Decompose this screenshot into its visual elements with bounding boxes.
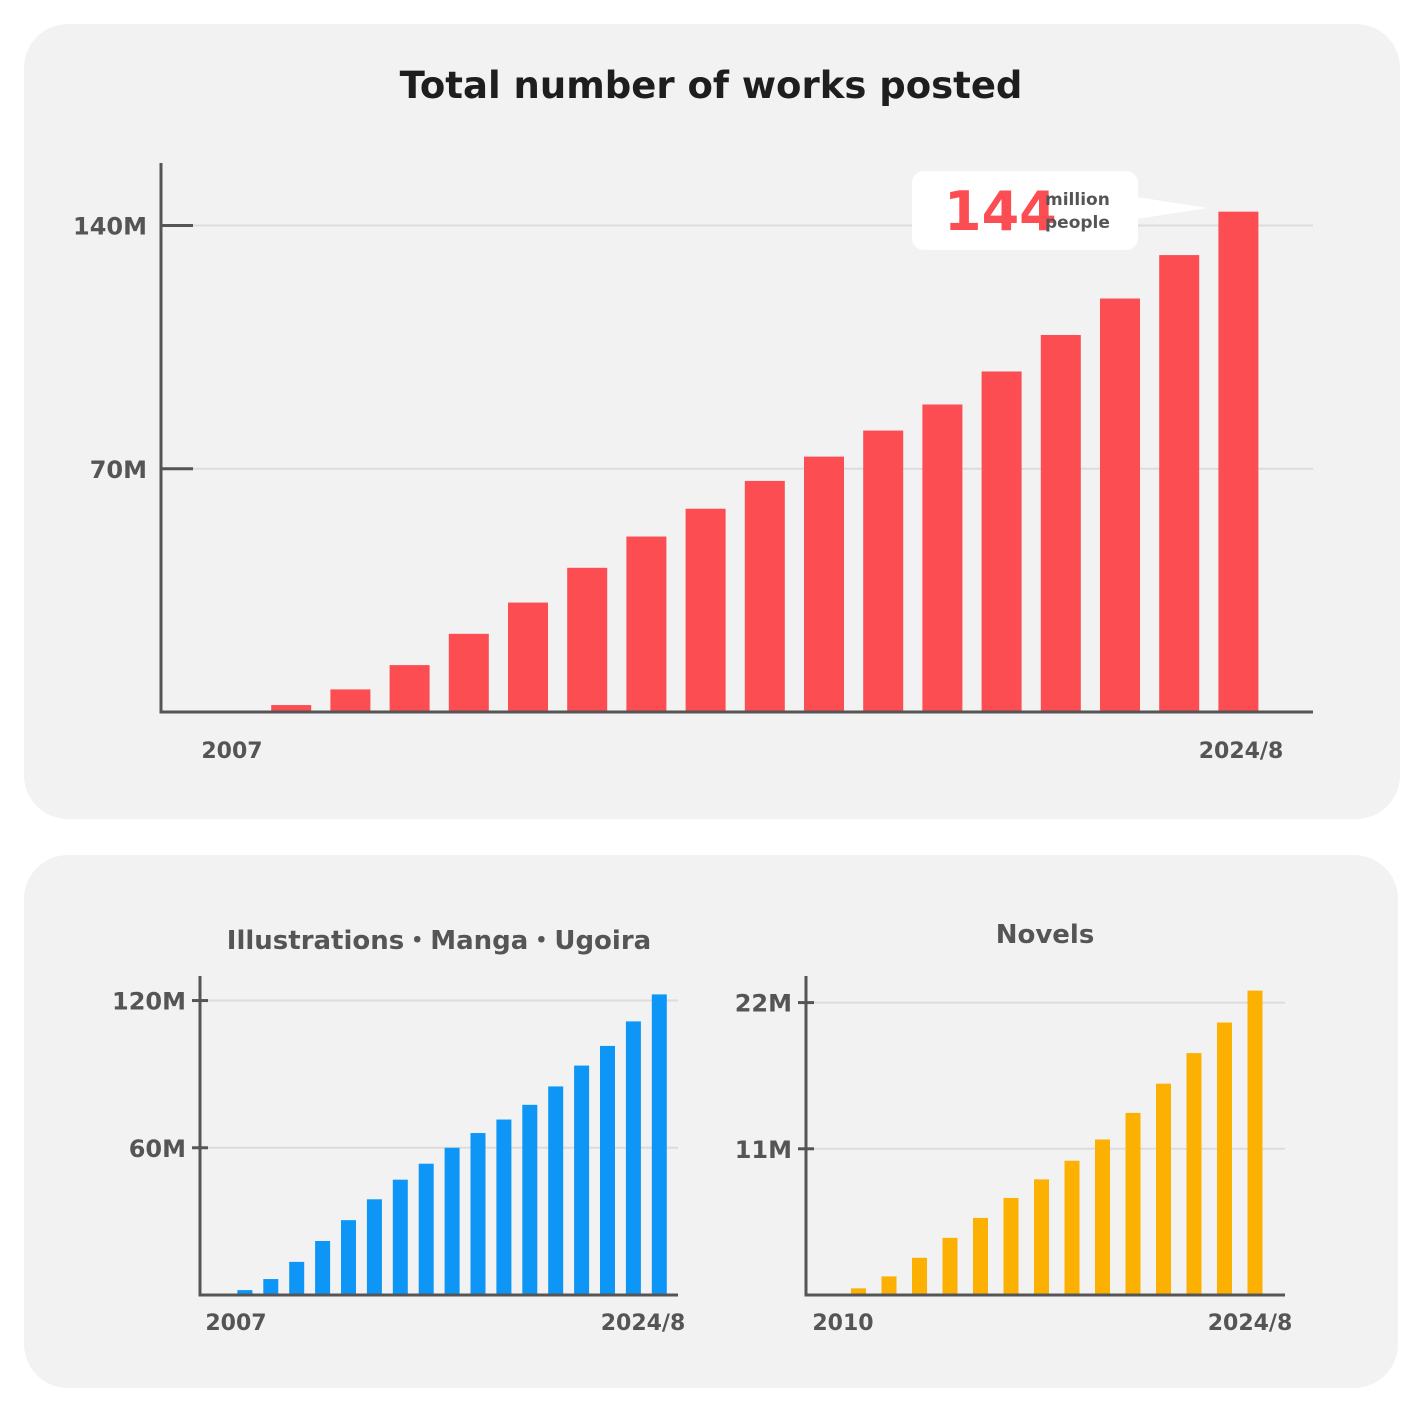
callout-unit-million: million	[1045, 190, 1110, 210]
novels-x-label-end: 2024/8	[1208, 1311, 1293, 1336]
novels-bar	[1247, 990, 1263, 1295]
illustrations-y-tick-label: 60M	[129, 1135, 186, 1163]
novels-chart-title: Novels	[995, 920, 1095, 950]
novels-x-label-start: 2010	[812, 1311, 873, 1336]
illustrations-x-label-start: 2007	[205, 1311, 266, 1336]
illustrations-bar	[651, 994, 667, 1295]
callout-value: 144	[944, 180, 1057, 243]
novels-bar	[1186, 1053, 1202, 1295]
total-bar	[1159, 255, 1200, 713]
total-y-tick-label: 70M	[90, 456, 147, 484]
callout-pointer	[1130, 196, 1208, 220]
illustrations-bar	[289, 1261, 305, 1295]
illustrations-bar	[470, 1133, 486, 1295]
total-bar	[922, 404, 963, 712]
total-bar	[508, 602, 548, 712]
novels-bar	[1095, 1139, 1110, 1295]
total-bar	[863, 430, 904, 712]
total-bar	[567, 567, 608, 712]
novels-bar	[942, 1237, 958, 1295]
total-bar	[685, 508, 726, 712]
illustrations-bar	[392, 1179, 408, 1295]
illustrations-bar	[237, 1290, 253, 1295]
illustrations-bar	[600, 1045, 615, 1295]
illustrations-bar	[496, 1119, 512, 1295]
total-y-tick-label: 140M	[73, 213, 147, 241]
total-bar	[448, 633, 489, 712]
illustrations-bar	[574, 1065, 590, 1295]
novels-bar	[1034, 1179, 1049, 1295]
illustrations-bar	[366, 1199, 382, 1295]
illustrations-bar	[341, 1220, 356, 1295]
novels-y-tick-label: 11M	[735, 1136, 792, 1164]
novels-bar	[1156, 1083, 1171, 1295]
illustrations-bar	[625, 1021, 641, 1295]
illustrations-bar	[548, 1086, 564, 1295]
novels-bar	[1217, 1022, 1232, 1295]
novels-y-tick-label: 22M	[735, 990, 792, 1018]
illustrations-bar	[418, 1163, 434, 1295]
illustrations-bar	[522, 1104, 538, 1295]
illustrations-bar	[263, 1279, 279, 1295]
illustrations-bar	[315, 1241, 331, 1295]
total-bar	[271, 705, 312, 712]
novels-bar	[1125, 1112, 1141, 1295]
total-bar	[1100, 298, 1140, 712]
illustrations-y-tick-label: 120M	[112, 988, 186, 1016]
total-bar	[389, 665, 430, 712]
novels-bar	[973, 1217, 988, 1295]
novels-bar	[851, 1288, 866, 1295]
illustrations-x-label-end: 2024/8	[601, 1311, 686, 1336]
total-x-label-start: 2007	[201, 739, 262, 764]
illustrations-bar	[444, 1147, 460, 1295]
callout-unit-people: people	[1045, 213, 1110, 233]
chart-title: Total number of works posted	[399, 64, 1023, 107]
total-bar	[1218, 211, 1259, 712]
novels-bar	[912, 1257, 927, 1295]
total-bar	[981, 371, 1022, 712]
total-bar	[626, 536, 667, 712]
total-x-label-end: 2024/8	[1199, 739, 1284, 764]
total-bar	[804, 456, 844, 712]
total-bar	[330, 689, 371, 712]
illustrations-chart-title: Illustrations・Manga・Ugoira	[226, 926, 652, 956]
total-bar	[1040, 334, 1081, 712]
novels-bar	[1064, 1160, 1080, 1295]
novels-bar	[1003, 1197, 1019, 1295]
total-bar	[744, 480, 785, 712]
callout-box	[912, 171, 1138, 250]
novels-bar	[881, 1276, 897, 1295]
